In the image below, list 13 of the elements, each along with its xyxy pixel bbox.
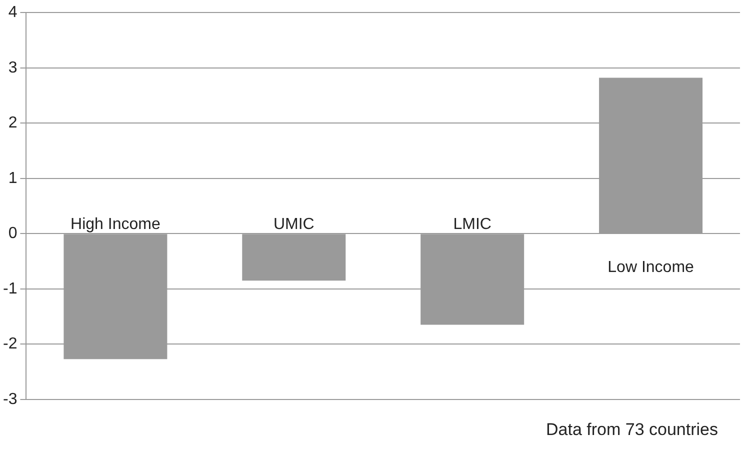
y-tick-label: 2 — [8, 114, 18, 132]
x-tick-label: LMIC — [453, 216, 492, 234]
y-tick-label: -2 — [2, 336, 18, 353]
y-tick-label: -1 — [2, 280, 18, 298]
y-tick-label: -3 — [2, 390, 18, 408]
x-tick-label: High Income — [70, 216, 160, 234]
y-tick-label: 4 — [8, 4, 18, 22]
y-tick-label: 0 — [8, 225, 18, 242]
y-tick-label: 1 — [8, 170, 18, 187]
x-tick-label: Low Income — [608, 259, 694, 276]
y-tick-label: 3 — [8, 59, 18, 76]
text: Data from 73 countries — [546, 420, 718, 440]
x-tick-label: UMIC — [273, 216, 314, 234]
